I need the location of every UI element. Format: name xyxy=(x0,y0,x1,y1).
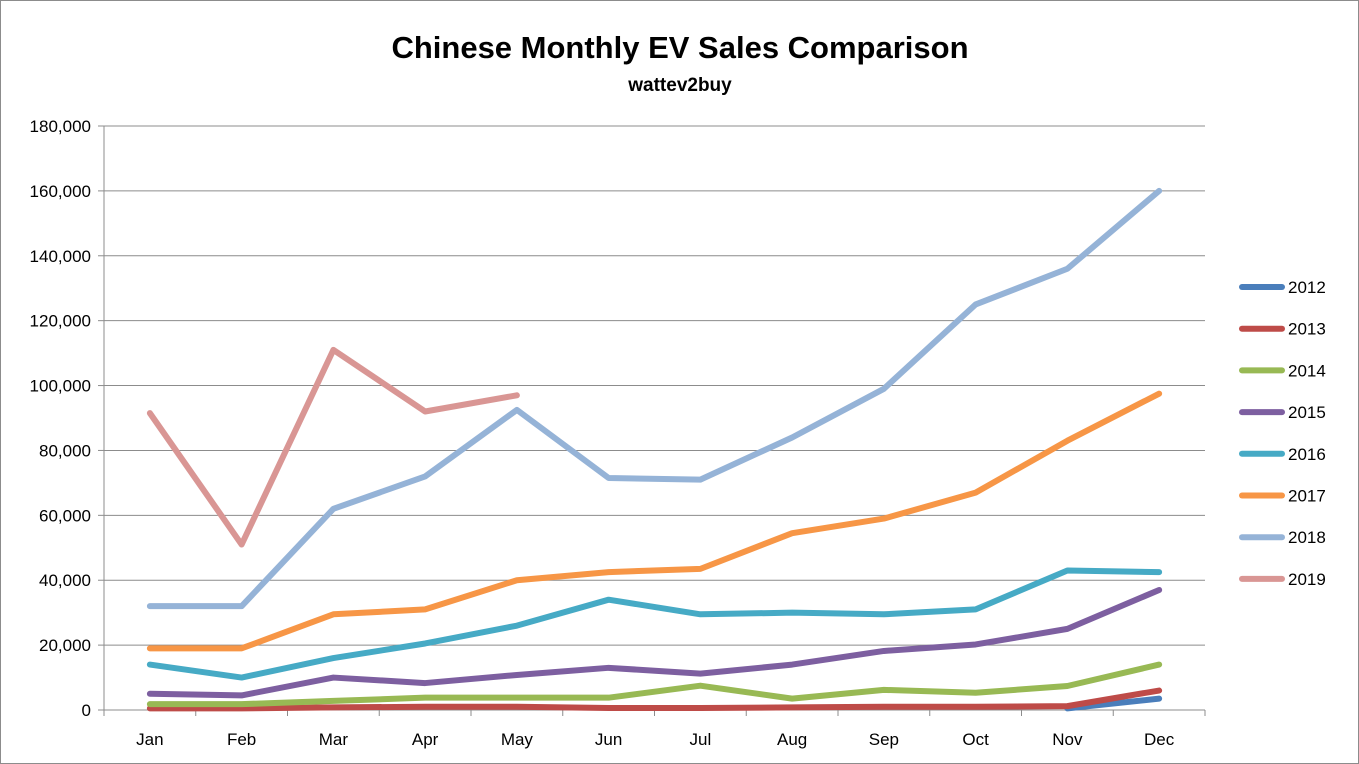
legend: 2012 2013 2014 2015 2016 2017 2018 2019 xyxy=(1239,278,1326,589)
series-line-2013 xyxy=(146,687,1163,712)
y-tick-label: 60,000 xyxy=(39,506,91,525)
legend-label-2014: 2014 xyxy=(1288,361,1326,380)
x-tick-label: Oct xyxy=(962,730,989,749)
chart-subtitle: wattev2buy xyxy=(627,75,732,96)
gridlines xyxy=(104,125,1205,646)
y-tick-label: 140,000 xyxy=(30,247,91,266)
x-tick-label: May xyxy=(501,730,534,749)
x-tick-label: Nov xyxy=(1052,730,1083,749)
x-tick-label: Jul xyxy=(690,730,712,749)
x-tick-label: Jan xyxy=(136,730,163,749)
x-tick-label: Jun xyxy=(595,730,622,749)
series-line-2012 xyxy=(1064,695,1163,712)
legend-label-2017: 2017 xyxy=(1288,487,1326,506)
legend-label-2018: 2018 xyxy=(1288,528,1326,547)
legend-label-2016: 2016 xyxy=(1288,445,1326,464)
x-tick-label: Sep xyxy=(869,730,899,749)
series-line-2014 xyxy=(146,661,1163,708)
series-line-2015 xyxy=(146,586,1163,699)
legend-label-2019: 2019 xyxy=(1288,570,1326,589)
y-tick-label: 180,000 xyxy=(30,117,91,136)
x-tick-label: Feb xyxy=(227,730,256,749)
y-tick-label: 100,000 xyxy=(30,377,91,396)
y-tick-label: 80,000 xyxy=(39,441,91,460)
x-tick-label: Apr xyxy=(412,730,439,749)
y-tick-label: 160,000 xyxy=(30,182,91,201)
series-lines xyxy=(146,187,1163,712)
x-tick-label: Mar xyxy=(319,730,349,749)
series-line-2018 xyxy=(146,187,1163,610)
series-line-2019 xyxy=(146,346,520,548)
axes xyxy=(98,125,1206,716)
series-line-2017 xyxy=(146,390,1163,652)
y-tick-label: 120,000 xyxy=(30,312,91,331)
legend-label-2015: 2015 xyxy=(1288,403,1326,422)
legend-label-2013: 2013 xyxy=(1288,320,1326,339)
legend-label-2012: 2012 xyxy=(1288,278,1326,297)
x-tick-label: Dec xyxy=(1144,730,1175,749)
y-axis-tick-labels: 0 20,000 40,000 60,000 80,000 100,000 120,000 1… xyxy=(30,117,91,720)
y-tick-label: 0 xyxy=(82,701,91,720)
x-axis-tick-labels: Jan Feb Mar Apr May Jun Jul Aug Sep Oct Nov Dec xyxy=(136,730,1175,749)
chart-title: Chinese Monthly EV Sales Comparison xyxy=(391,30,968,65)
y-tick-label: 20,000 xyxy=(39,636,91,655)
x-tick-label: Aug xyxy=(777,730,807,749)
series-line-2016 xyxy=(146,567,1163,681)
y-tick-label: 40,000 xyxy=(39,571,91,590)
